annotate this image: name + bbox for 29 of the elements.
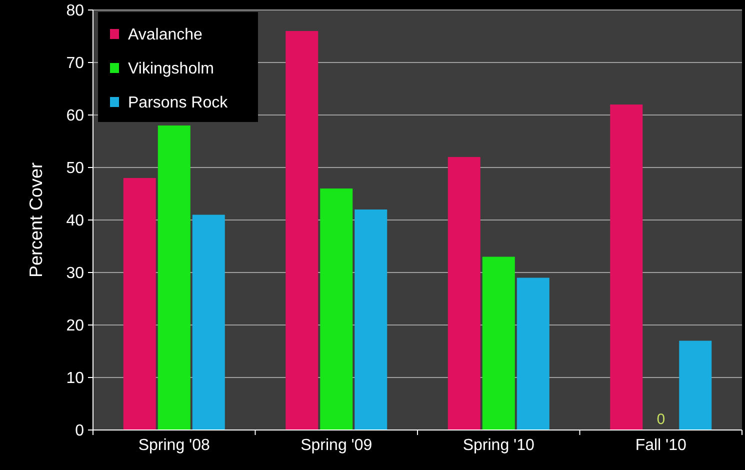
bar	[610, 104, 643, 430]
y-tick-label: 20	[66, 318, 84, 335]
legend-label: Vikingsholm	[128, 60, 214, 78]
y-tick-label: 80	[66, 2, 84, 20]
bar	[679, 340, 712, 430]
bar	[320, 188, 353, 430]
bar	[192, 214, 225, 430]
y-tick-label: 0	[75, 422, 84, 440]
x-tick-label: Spring '09	[300, 437, 372, 454]
y-tick-label: 50	[66, 160, 84, 178]
legend-label: Avalanche	[128, 26, 203, 44]
y-tick-label: 60	[66, 108, 84, 125]
bar	[123, 178, 156, 430]
bar	[482, 256, 515, 430]
bar	[286, 31, 318, 430]
legend-label: Parsons Rock	[128, 94, 229, 112]
bar	[448, 157, 480, 430]
x-tick-label: Spring '08	[138, 437, 210, 454]
y-tick-label: 40	[66, 212, 84, 230]
x-tick-label: Fall '10	[635, 437, 687, 454]
y-tick-label: 70	[66, 55, 84, 72]
y-axis-title: Percent Cover	[26, 162, 46, 278]
bar	[158, 126, 190, 430]
bar	[516, 278, 550, 430]
y-tick-label: 10	[66, 370, 84, 388]
data-label: 0	[656, 411, 666, 428]
bar	[354, 210, 388, 430]
y-tick-label: 30	[66, 265, 84, 282]
x-tick-label: Spring '10	[462, 437, 534, 454]
